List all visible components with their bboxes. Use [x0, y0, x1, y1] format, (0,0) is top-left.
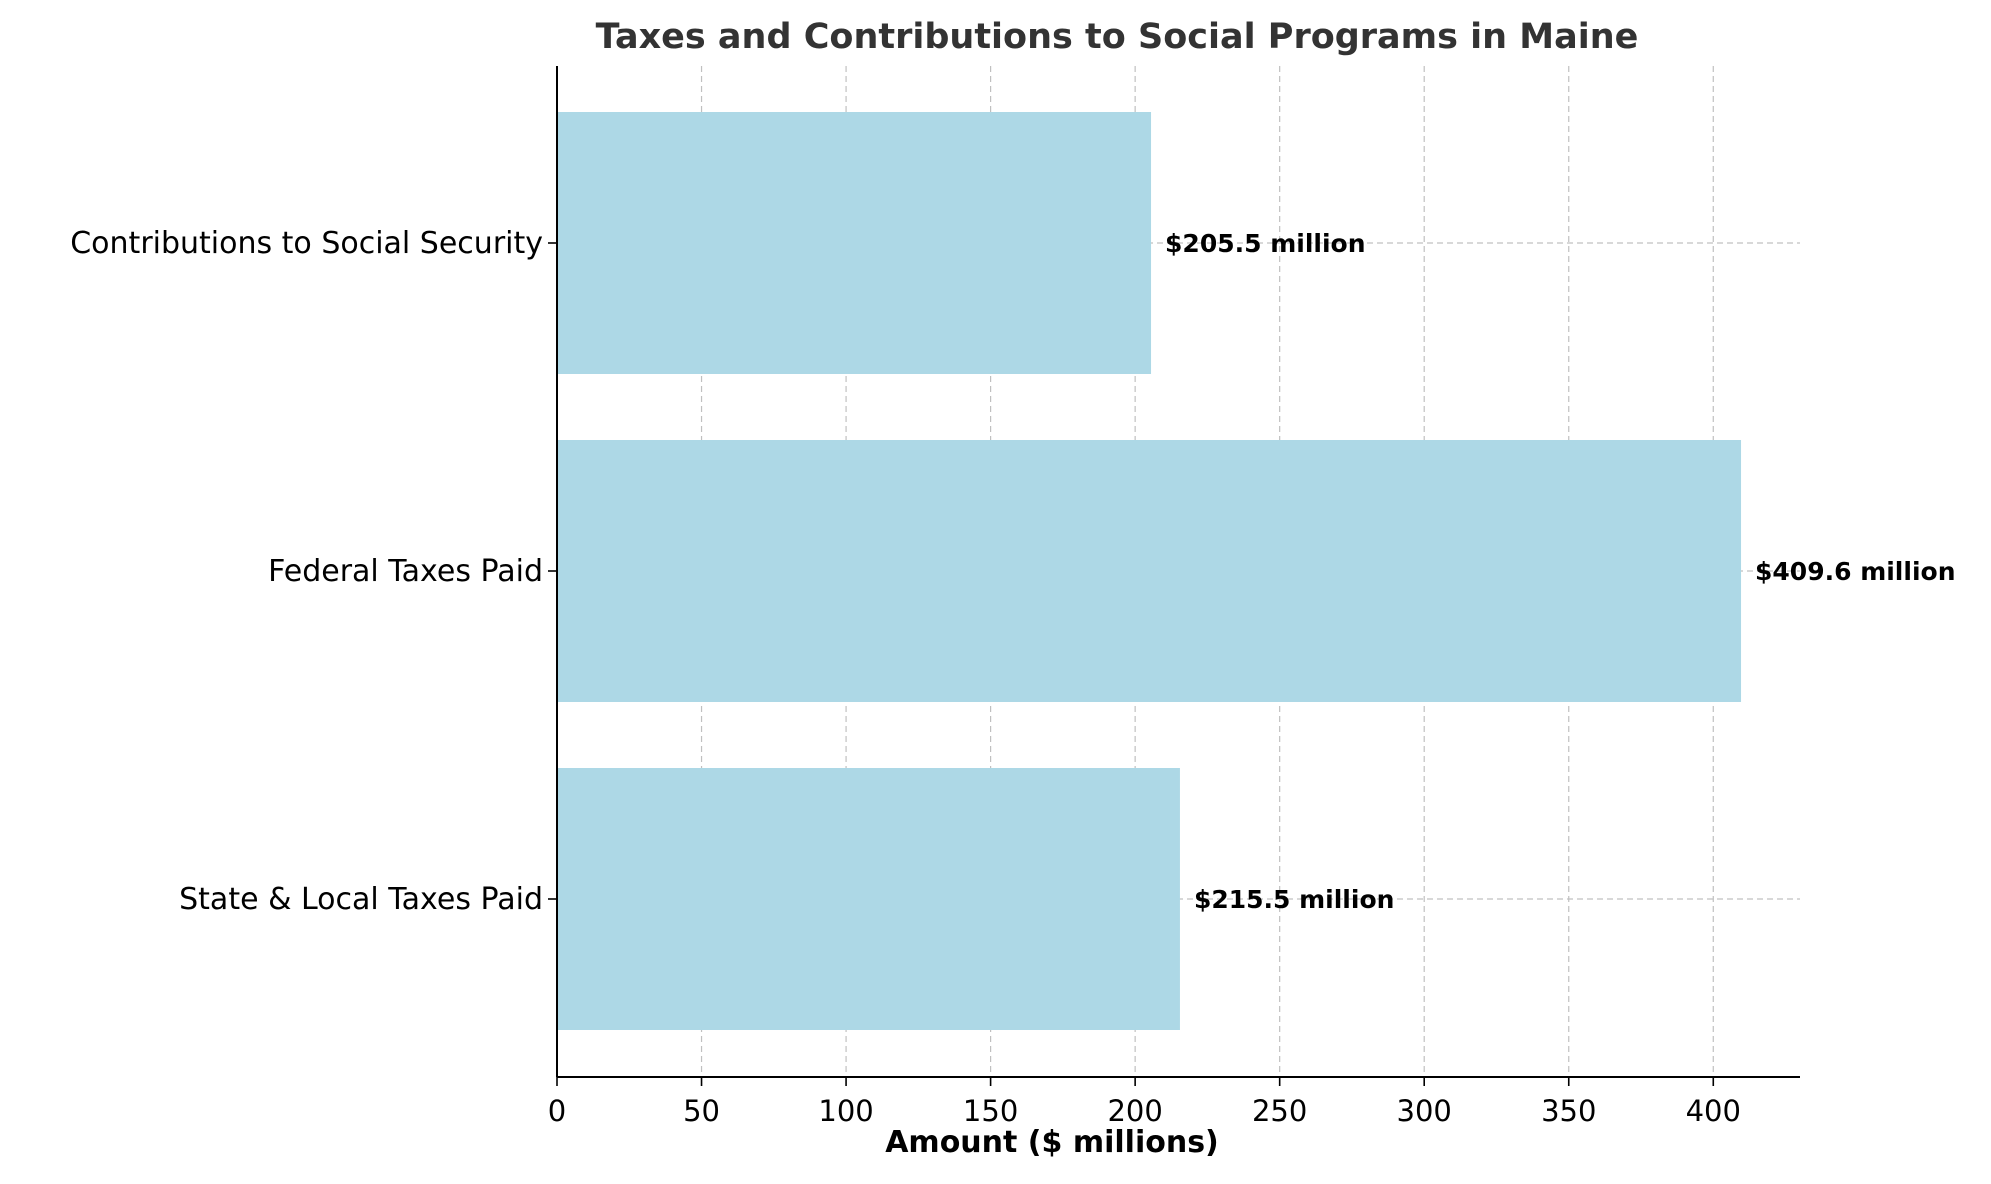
axes-layer: 0 50 100 150 200 250 300 350 400 State & Local Ta…	[70, 66, 1800, 1128]
bar	[557, 112, 1152, 374]
data-label: $205.5 million	[1165, 229, 1365, 258]
data-label: $215.5 million	[1194, 885, 1394, 914]
x-tick-label: 400	[1686, 1094, 1741, 1128]
x-axis-label: Amount ($ millions)	[885, 1125, 1219, 1160]
y-tick-label: State & Local Taxes Paid	[179, 882, 543, 917]
labels-layer: $215.5 million $409.6 million $205.5 milli…	[1165, 229, 1955, 914]
y-tick-label: Federal Taxes Paid	[268, 554, 543, 589]
bar	[557, 768, 1180, 1030]
x-tick-label: 300	[1397, 1094, 1452, 1128]
y-tick-label: Contributions to Social Security	[70, 226, 543, 261]
x-tick-label: 150	[963, 1094, 1018, 1128]
data-label: $409.6 million	[1755, 557, 1955, 586]
x-tick-label: 350	[1541, 1094, 1596, 1128]
x-tick-label: 200	[1107, 1094, 1162, 1128]
bars-layer	[557, 112, 1742, 1030]
x-tick-label: 50	[683, 1094, 720, 1128]
x-tick-label: 100	[818, 1094, 873, 1128]
chart-title: Taxes and Contributions to Social Progra…	[596, 17, 1639, 57]
x-tick-label: 0	[548, 1094, 566, 1128]
bar	[557, 440, 1742, 702]
x-tick-label: 250	[1252, 1094, 1307, 1128]
